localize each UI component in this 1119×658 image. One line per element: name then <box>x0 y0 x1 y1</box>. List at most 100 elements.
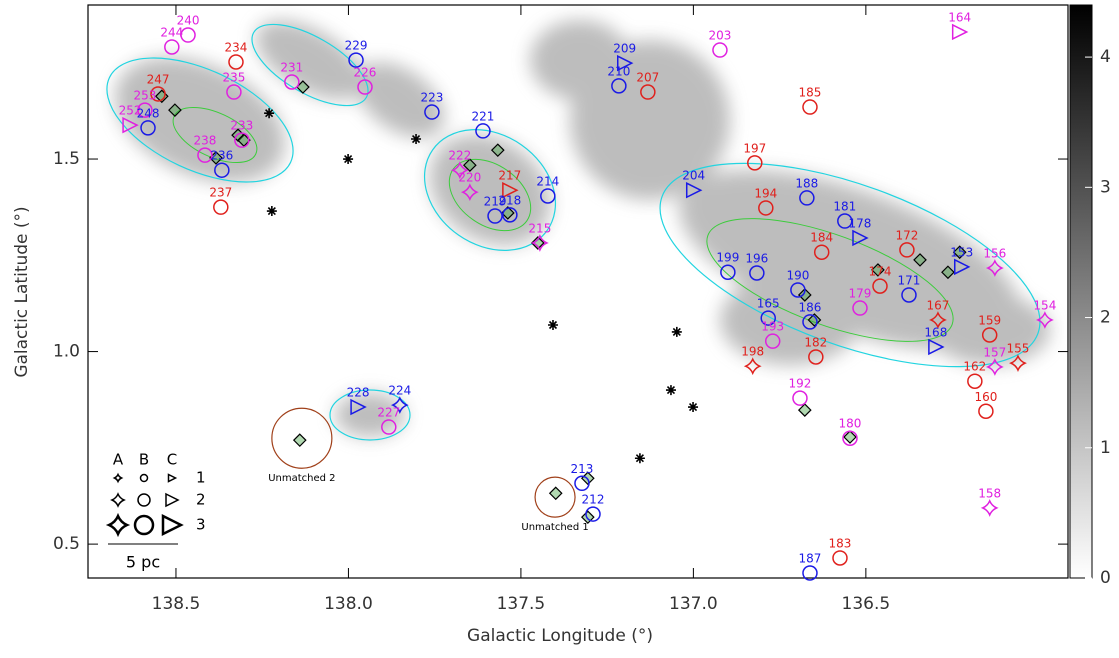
source-label: 221 <box>472 109 495 123</box>
legend-column: B <box>139 451 149 469</box>
source-label: 174 <box>869 265 892 279</box>
source-marker <box>169 475 176 482</box>
source-marker <box>968 374 982 388</box>
asterisk-marker <box>343 154 353 164</box>
source-label: 234 <box>225 40 248 54</box>
asterisk-marker <box>672 327 682 337</box>
source-label: 178 <box>849 216 872 230</box>
source-label: 171 <box>898 273 921 287</box>
source-label: 212 <box>582 493 605 507</box>
colorbar-tick-label: 2 <box>1100 308 1111 328</box>
asterisk-marker <box>267 206 277 216</box>
source-marker <box>713 43 727 57</box>
source-label: 155 <box>1007 342 1030 356</box>
source-label: 210 <box>607 64 630 78</box>
source-label: 235 <box>222 71 245 85</box>
source-marker <box>953 25 967 39</box>
source-label: 214 <box>536 175 559 189</box>
source-label: 226 <box>354 66 377 80</box>
source-label: 157 <box>983 345 1006 359</box>
source-marker <box>135 516 153 534</box>
asterisk-marker <box>264 108 274 118</box>
source-label: 192 <box>789 377 812 391</box>
source-marker <box>141 475 148 482</box>
colorbar-tick-label: 3 <box>1100 177 1111 197</box>
source-label: 183 <box>829 536 852 550</box>
source-label: 238 <box>193 134 216 148</box>
source-label: 194 <box>754 186 777 200</box>
x-tick-label: 136.5 <box>842 594 891 614</box>
asterisk-marker <box>688 402 698 412</box>
source-marker <box>793 391 807 405</box>
diamond-marker <box>799 404 811 416</box>
y-tick-label: 1.0 <box>53 342 80 362</box>
source-label: 156 <box>983 247 1006 261</box>
x-tick-label: 137.5 <box>497 594 546 614</box>
source-marker <box>163 516 181 534</box>
source-label: 184 <box>810 231 833 245</box>
source-label: 154 <box>1033 298 1056 312</box>
source-label: 197 <box>743 141 766 155</box>
source-label: 204 <box>682 169 705 183</box>
source-marker <box>112 494 124 506</box>
source-label: 220 <box>458 171 481 185</box>
source-label: 222 <box>448 149 471 163</box>
source-label: 244 <box>160 25 183 39</box>
source-marker <box>979 404 993 418</box>
source-label: 168 <box>924 325 947 339</box>
source-label: 237 <box>209 186 232 200</box>
legend-row: 2 <box>196 491 206 509</box>
x-tick-label: 138.5 <box>152 594 201 614</box>
colorbar-tick-label: 0 <box>1100 568 1111 588</box>
source-label: 181 <box>833 200 856 214</box>
source-label: 186 <box>799 300 822 314</box>
source-label: 162 <box>963 360 986 374</box>
legend-row: 3 <box>196 516 206 534</box>
source-marker <box>115 475 122 482</box>
source-label: 164 <box>948 10 971 24</box>
legend-column: C <box>167 451 177 469</box>
source-label: 187 <box>799 551 822 565</box>
y-tick-label: 1.5 <box>53 149 80 169</box>
unmatched-label: Unmatched 2 <box>268 473 335 484</box>
source-marker <box>138 494 150 506</box>
source-label: 193 <box>761 320 784 334</box>
source-label: 209 <box>613 42 636 56</box>
source-marker <box>166 494 178 506</box>
source-label: 219 <box>484 195 507 209</box>
diamond-marker <box>294 434 306 446</box>
colorbar-tick-label: 4 <box>1100 47 1111 67</box>
source-label: 231 <box>280 61 303 75</box>
chart: Galactic Longitude (°) Galactic Latitude… <box>0 0 1119 654</box>
source-label: 217 <box>498 169 521 183</box>
source-label: 180 <box>839 417 862 431</box>
source-label: 233 <box>230 119 253 133</box>
source-marker <box>746 359 760 373</box>
x-tick-label: 138.0 <box>324 594 373 614</box>
source-label: 196 <box>745 252 768 266</box>
source-label: 190 <box>786 268 809 282</box>
source-label: 153 <box>950 245 973 259</box>
legend-row: 1 <box>196 469 206 487</box>
source-marker <box>803 100 817 114</box>
source-label: 198 <box>741 345 764 359</box>
source-label: 203 <box>708 29 731 43</box>
source-label: 223 <box>420 91 443 105</box>
source-label: 207 <box>636 71 659 85</box>
source-label: 160 <box>974 390 997 404</box>
y-tick-label: 0.5 <box>53 534 80 554</box>
asterisk-marker <box>548 320 558 330</box>
source-label: 185 <box>799 86 822 100</box>
source-label: 228 <box>347 386 370 400</box>
asterisk-marker <box>411 134 421 144</box>
source-label: 159 <box>978 314 1001 328</box>
unmatched-label: Unmatched 1 <box>521 522 588 533</box>
asterisk-marker <box>666 385 676 395</box>
source-label: 213 <box>571 462 594 476</box>
y-axis-label: Galactic Latitude (°) <box>12 206 32 377</box>
source-marker <box>983 501 997 515</box>
source-label: 236 <box>210 149 233 163</box>
source-label: 253 <box>133 89 156 103</box>
colorbar-tick-label: 1 <box>1100 438 1111 458</box>
x-axis-label: Galactic Longitude (°) <box>467 626 653 646</box>
